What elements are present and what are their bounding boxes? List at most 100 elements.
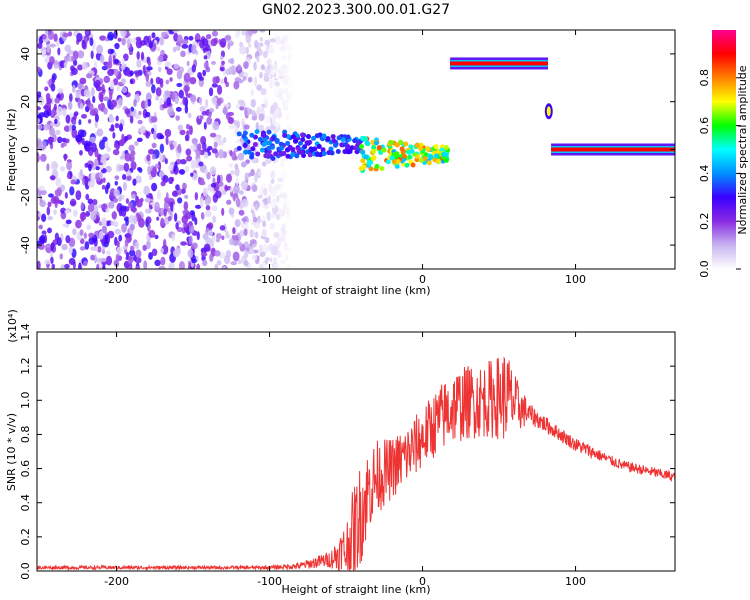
track-mark [294, 153, 300, 159]
noise-mark [38, 224, 43, 230]
noise-mark [165, 79, 170, 85]
noise-mark [128, 51, 133, 56]
noise-mark [154, 259, 161, 267]
noise-mark [205, 98, 209, 109]
noise-mark [237, 259, 242, 265]
track-mark [321, 151, 327, 157]
noise-mark [120, 78, 126, 85]
noise-mark [270, 170, 276, 180]
noise-mark [211, 30, 219, 37]
noise-mark [75, 134, 83, 143]
track-mark [263, 153, 269, 159]
x-tick-label: 100 [565, 575, 586, 588]
track-mark [314, 151, 320, 157]
noise-mark [159, 97, 163, 106]
noise-mark [194, 204, 202, 209]
noise-mark [286, 92, 291, 103]
noise-mark [228, 66, 232, 76]
noise-mark [247, 172, 252, 177]
noise-mark [147, 165, 152, 176]
chart-title: GN02.2023.300.00.01.G27 [262, 2, 450, 18]
noise-mark [146, 239, 151, 250]
noise-mark [263, 72, 270, 79]
noise-mark [272, 245, 279, 256]
track-mark [361, 164, 367, 170]
noise-mark [104, 141, 109, 149]
noise-mark [89, 136, 96, 143]
y-tick-label: 20 [19, 95, 32, 109]
noise-mark [237, 64, 242, 71]
noise-mark [129, 245, 135, 252]
noise-mark [202, 187, 208, 197]
noise-mark [243, 259, 249, 267]
noise-mark [234, 167, 240, 177]
noise-mark [64, 263, 70, 269]
noise-mark [218, 149, 224, 159]
noise-mark [38, 185, 46, 191]
noise-mark [118, 97, 123, 106]
noise-mark [237, 99, 245, 105]
noise-mark [71, 67, 78, 76]
track-mark [399, 146, 405, 152]
noise-mark [178, 124, 183, 130]
noise-mark [79, 77, 87, 85]
noise-mark [176, 34, 183, 45]
noise-mark [129, 115, 134, 124]
noise-mark [121, 174, 127, 181]
noise-mark [128, 144, 135, 152]
noise-mark [106, 182, 111, 190]
track-mark [371, 148, 377, 154]
noise-mark [137, 119, 143, 125]
noise-mark [231, 151, 237, 161]
noise-mark [221, 60, 225, 65]
noise-mark [84, 175, 88, 186]
noise-mark [220, 38, 227, 48]
x-tick-label: 100 [565, 273, 586, 286]
noise-mark [127, 201, 134, 209]
noise-mark [290, 203, 295, 209]
noise-mark [191, 44, 197, 55]
noise-mark [200, 212, 205, 220]
noise-mark [278, 208, 283, 216]
noise-mark [99, 154, 107, 164]
noise-mark [85, 30, 90, 35]
noise-mark [144, 99, 149, 109]
noise-mark [182, 209, 187, 215]
noise-mark [210, 182, 217, 188]
spectrogram-marks [37, 30, 675, 269]
noise-mark [273, 263, 279, 269]
noise-mark [151, 142, 157, 149]
noise-mark [77, 64, 83, 71]
noise-mark [209, 253, 214, 262]
noise-mark [184, 104, 189, 114]
track-mark [385, 159, 391, 165]
noise-mark [83, 232, 87, 239]
noise-mark [102, 136, 108, 143]
noise-mark [135, 265, 141, 269]
track-mark [345, 149, 351, 155]
track-mark [252, 142, 258, 148]
noise-mark [65, 219, 72, 225]
noise-mark [285, 114, 291, 120]
track-mark [299, 150, 305, 156]
noise-mark [259, 251, 266, 258]
noise-mark [68, 237, 76, 248]
noise-mark [37, 152, 40, 163]
noise-mark [145, 80, 152, 88]
noise-mark [152, 166, 157, 175]
track-mark [418, 145, 424, 151]
noise-mark [285, 199, 291, 204]
y-tick-label: 0.2 [19, 528, 32, 546]
noise-mark [101, 225, 107, 234]
noise-mark [245, 34, 252, 44]
noise-mark [89, 37, 94, 46]
noise-mark [234, 219, 241, 228]
noise-mark [63, 61, 68, 69]
noise-mark [68, 124, 73, 133]
noise-mark [233, 119, 238, 127]
noise-mark [230, 57, 235, 65]
noise-mark [47, 136, 55, 144]
noise-mark [251, 254, 258, 261]
noise-mark [241, 198, 249, 208]
x-tick-label: -200 [104, 273, 129, 286]
